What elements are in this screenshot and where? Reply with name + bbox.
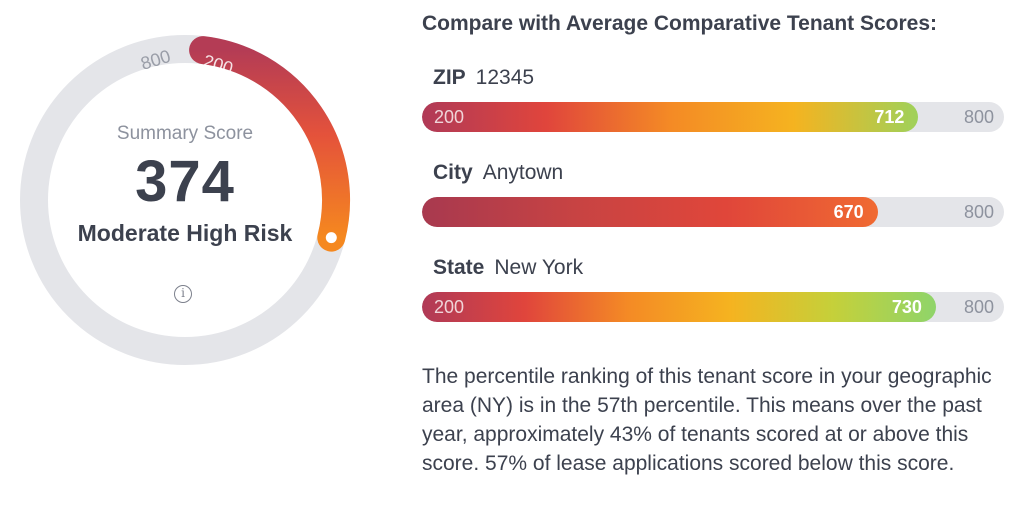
city-bar-score: 670: [833, 202, 864, 222]
zip-bar-min-label: 200: [434, 107, 465, 127]
state-key: State: [433, 256, 485, 279]
info-icon[interactable]: i: [174, 285, 192, 303]
summary-score-gauge: 800 200 Summary Score 374 Moderate High …: [0, 0, 370, 380]
state-bar-fill: [422, 292, 936, 322]
city-value: Anytown: [482, 161, 564, 184]
zip-bar-fill: [422, 102, 919, 132]
state-row-label: State New York: [433, 256, 583, 280]
state-value: New York: [494, 256, 584, 279]
zip-value: 12345: [475, 66, 535, 89]
city-row-label: City Anytown: [433, 161, 563, 185]
compare-title: Compare with Average Comparative Tenant …: [422, 12, 938, 35]
state-bar-score: 730: [891, 297, 922, 317]
zip-bar-max-label: 800: [963, 107, 994, 127]
risk-level-label: Moderate High Risk: [77, 220, 293, 246]
city-key: City: [433, 161, 473, 184]
state-bar-max-label: 800: [963, 297, 994, 317]
state-bar-min-label: 200: [434, 297, 465, 317]
gauge-score-arc: [189, 36, 351, 252]
city-bar-max-label: 800: [963, 202, 994, 222]
zip-score-bar: 200 712 800: [422, 102, 1004, 132]
zip-key: ZIP: [433, 66, 466, 89]
percentile-description: The percentile ranking of this tenant sc…: [422, 365, 992, 475]
city-score-bar: 670 800: [422, 197, 1004, 227]
summary-score-value: 374: [135, 149, 235, 214]
gauge-ring: 800 200: [20, 35, 351, 365]
gauge-knob: [325, 232, 337, 244]
summary-score-label: Summary Score: [116, 123, 254, 144]
zip-bar-score: 712: [874, 107, 905, 127]
state-score-bar: 200 730 800: [422, 292, 1004, 322]
city-bar-fill: [422, 197, 878, 227]
zip-row-label: ZIP 12345: [433, 66, 534, 90]
